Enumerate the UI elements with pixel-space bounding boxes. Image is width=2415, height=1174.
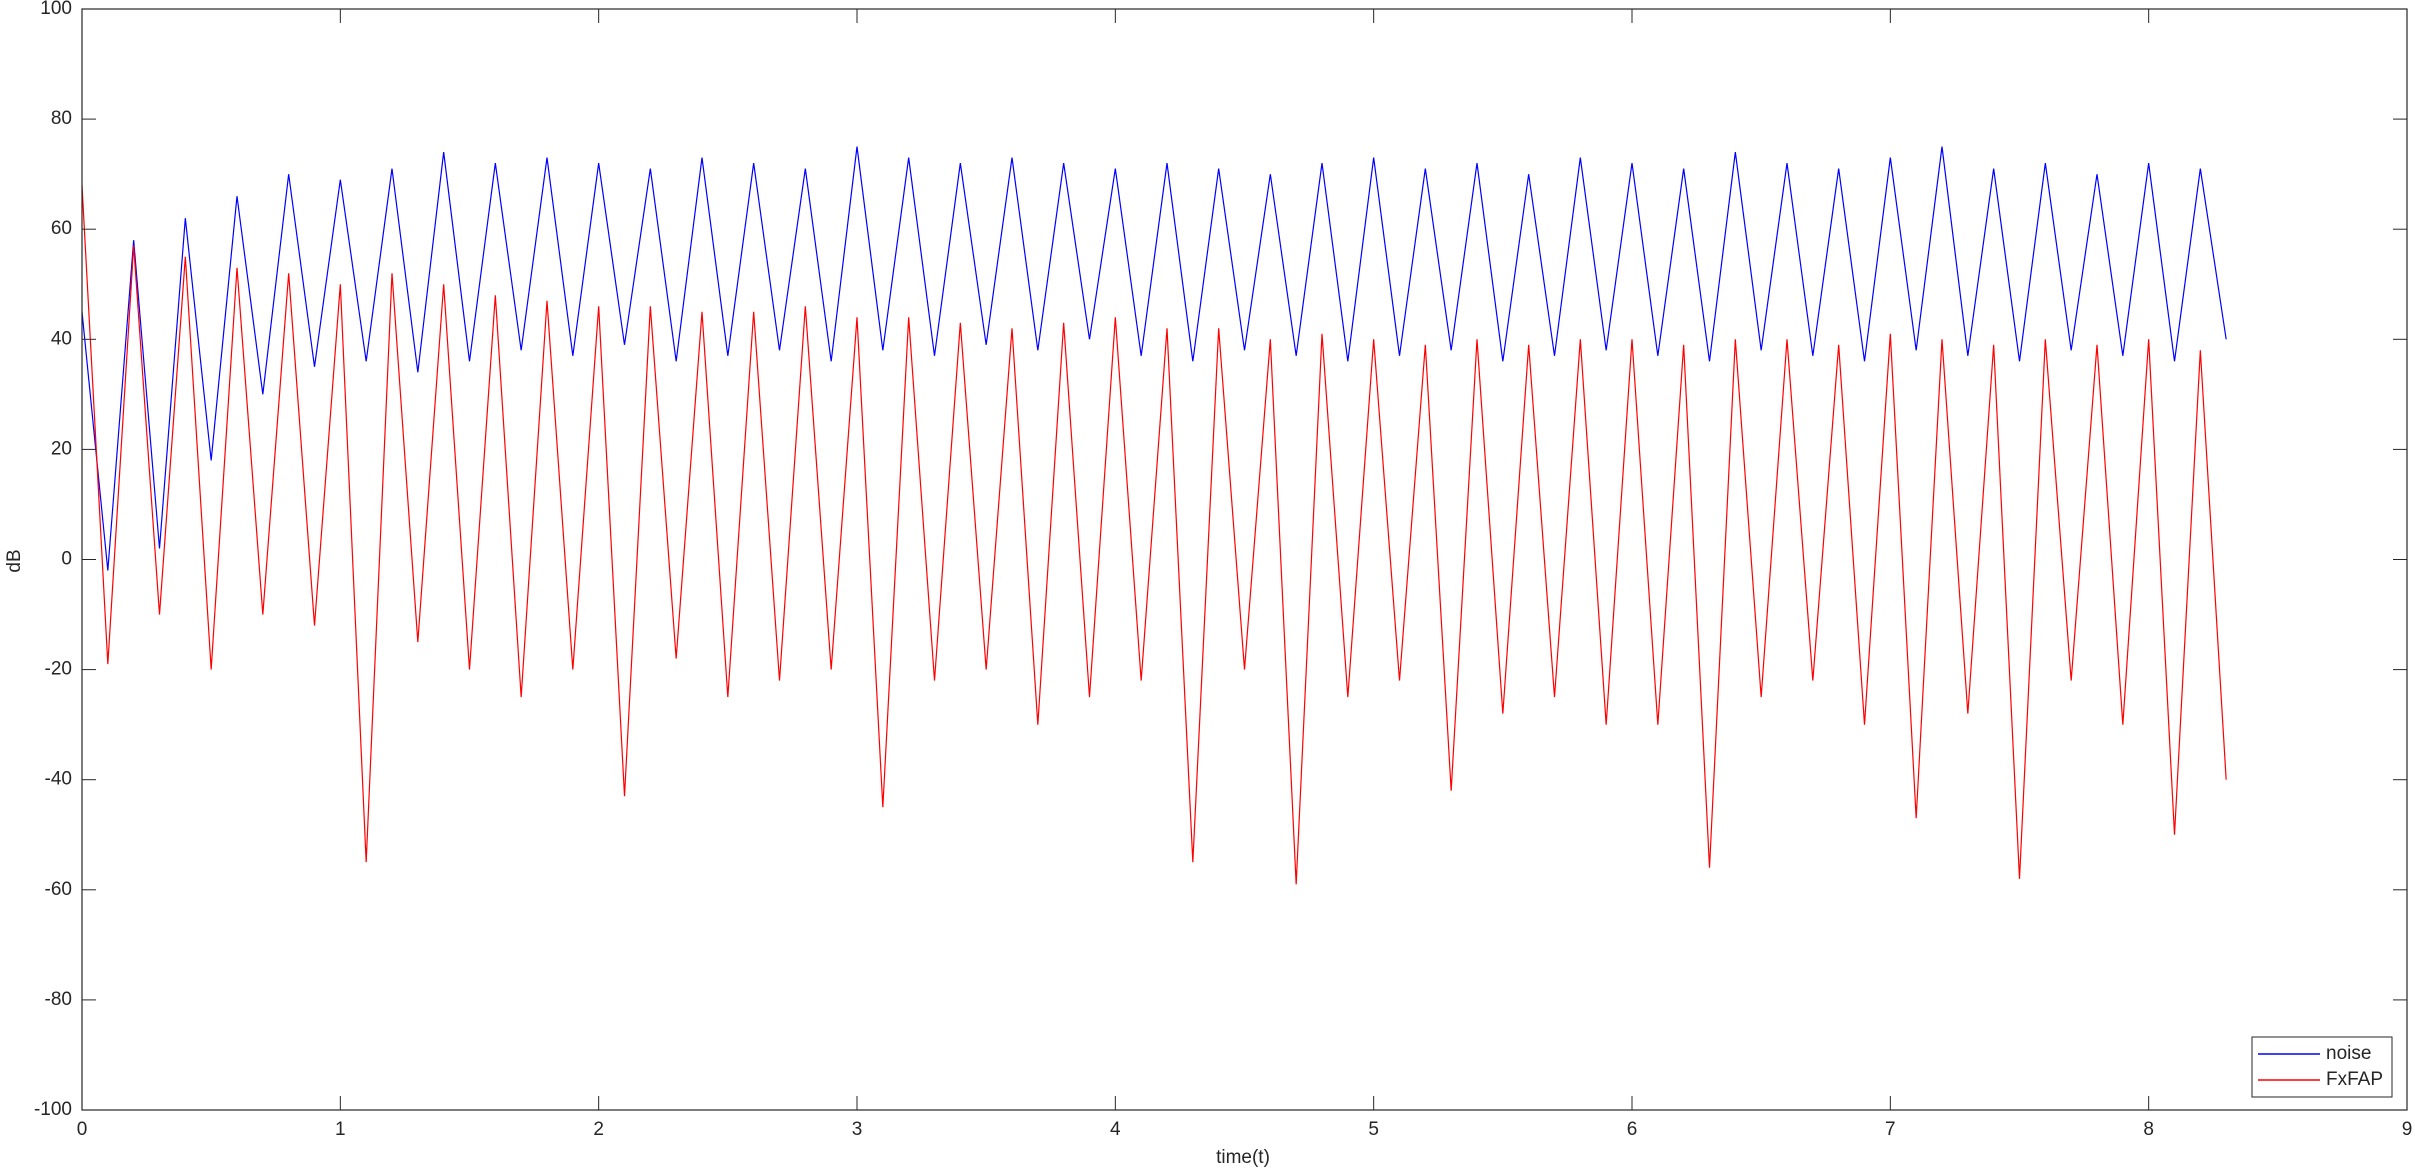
y-axis-label: dB bbox=[4, 549, 25, 572]
series-line bbox=[81, 146, 2227, 571]
legend-label: FxFAP bbox=[2326, 1069, 2383, 1090]
x-tick-label: 4 bbox=[1110, 1119, 1121, 1140]
y-tick-label: 80 bbox=[51, 108, 72, 129]
x-tick-label: 1 bbox=[335, 1119, 346, 1140]
y-tick-label: 100 bbox=[40, 0, 72, 19]
y-tick-label: -40 bbox=[45, 769, 72, 790]
series-line bbox=[81, 185, 2227, 885]
y-tick-label: -80 bbox=[45, 989, 72, 1010]
y-tick-label: 20 bbox=[51, 438, 72, 459]
x-tick-label: 0 bbox=[77, 1119, 88, 1140]
x-tick-label: 7 bbox=[1885, 1119, 1896, 1140]
y-tick-label: 60 bbox=[51, 218, 72, 239]
y-tick-label: -100 bbox=[34, 1099, 72, 1120]
x-tick-label: 9 bbox=[2402, 1119, 2413, 1140]
x-tick-label: 5 bbox=[1368, 1119, 1379, 1140]
y-tick-label: 0 bbox=[61, 549, 72, 570]
x-axis-label: time(t) bbox=[1216, 1147, 1270, 1168]
y-tick-label: 40 bbox=[51, 328, 72, 349]
plot-area bbox=[82, 9, 2407, 1110]
y-tick-label: -60 bbox=[45, 879, 72, 900]
legend-box bbox=[2251, 1036, 2393, 1098]
legend-label: noise bbox=[2326, 1043, 2371, 1064]
x-tick-label: 8 bbox=[2143, 1119, 2154, 1140]
x-tick-label: 6 bbox=[1627, 1119, 1638, 1140]
y-tick-label: -20 bbox=[45, 659, 72, 680]
x-tick-label: 2 bbox=[593, 1119, 604, 1140]
x-tick-label: 3 bbox=[852, 1119, 863, 1140]
